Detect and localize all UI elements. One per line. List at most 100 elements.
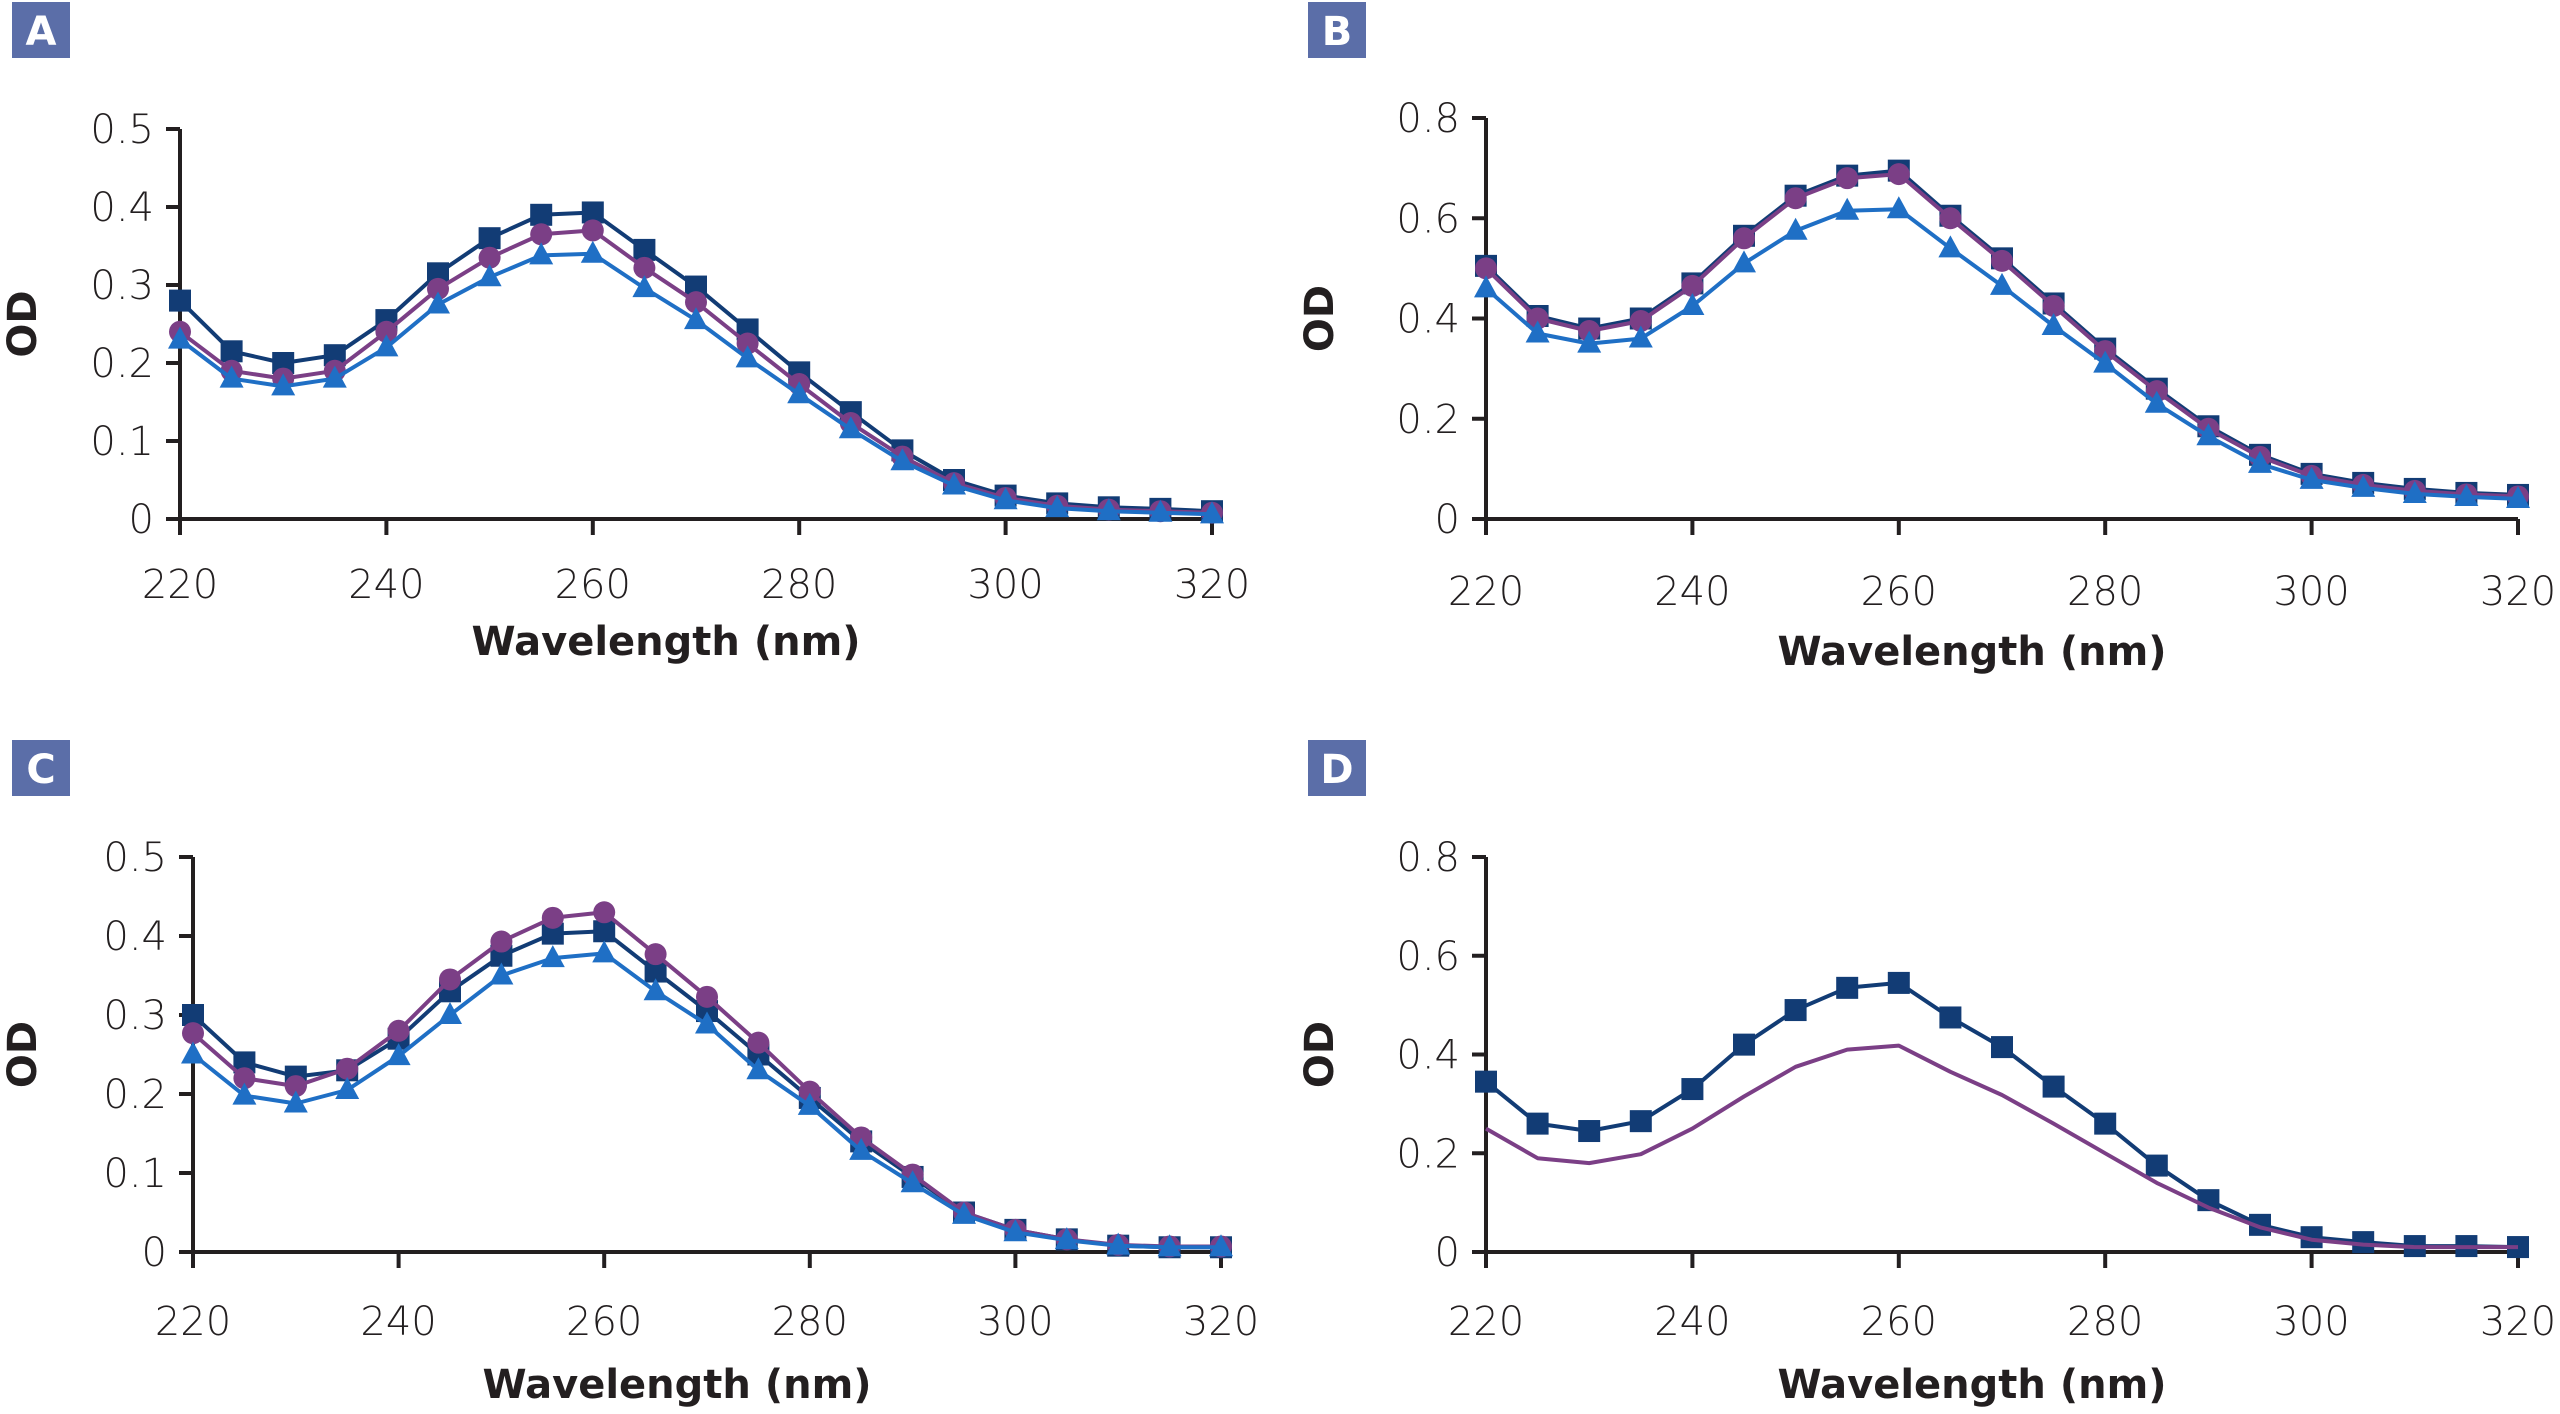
panel-badge	[12, 2, 70, 58]
panel-badge	[1308, 740, 1366, 796]
data-point-triangle	[271, 373, 296, 396]
x-tick-label: 300	[977, 1299, 1053, 1345]
series-line	[1485, 1043, 2518, 1250]
x-tick-label: 240	[1654, 569, 1730, 615]
data-point-triangle	[1474, 275, 1498, 298]
data-point-triangle	[1886, 196, 1911, 219]
data-point-triangle	[1003, 1219, 1028, 1242]
data-point-triangle	[1200, 501, 1224, 524]
panel-c: C 0 0.1 0.2 0.3 0.4 0.5 220 240 260 280 300 320 Wavel…	[0, 740, 1259, 1408]
data-point-square	[220, 340, 243, 363]
data-point-square	[2042, 1075, 2065, 1098]
x-tick-label: 320	[1183, 1299, 1259, 1345]
data-point-square	[2145, 1154, 2168, 1177]
data-point-square	[581, 201, 604, 224]
series-triangle	[168, 240, 1224, 524]
data-point-triangle	[952, 1201, 976, 1224]
y-tick-label: 0.8	[1396, 835, 1460, 881]
data-point-square	[2300, 1226, 2323, 1249]
x-tick-label: 220	[1448, 569, 1524, 615]
data-point-square	[685, 275, 707, 298]
data-point-circle	[798, 1080, 821, 1103]
data-point-triangle	[426, 291, 450, 314]
data-point-triangle	[643, 978, 668, 1001]
y-tick-label: 0.6	[1396, 196, 1460, 242]
data-point-triangle	[232, 1082, 257, 1105]
x-tick-label: 260	[566, 1299, 642, 1345]
data-point-triangle	[735, 345, 760, 368]
x-tick-label: 300	[967, 562, 1043, 608]
data-point-circle	[593, 901, 616, 924]
data-point-triangle	[797, 1092, 822, 1115]
data-point-circle	[530, 223, 553, 246]
data-point-triangle	[1148, 499, 1173, 522]
data-point-triangle	[1106, 1232, 1131, 1255]
y-tick-label: 0.5	[103, 835, 167, 881]
series-triangle	[1474, 196, 2530, 508]
data-point-square	[1733, 1033, 1755, 1056]
x-tick-label: 280	[772, 1299, 848, 1345]
data-point-square	[1836, 976, 1859, 999]
data-point-triangle	[2041, 313, 2066, 336]
y-axis-title: OD	[1297, 1021, 1343, 1088]
series-square	[1475, 159, 2529, 506]
data-point-square	[633, 238, 656, 261]
data-point-square	[1475, 1070, 1497, 1093]
data-point-triangle	[2144, 390, 2169, 413]
series-square	[182, 920, 1232, 1259]
data-point-square	[272, 352, 295, 374]
data-point-circle	[375, 320, 398, 343]
data-point-square	[1784, 999, 1807, 1022]
y-tick-label: 0.2	[1396, 1131, 1460, 1177]
data-point-square	[182, 1004, 204, 1026]
data-point-triangle	[283, 1090, 308, 1113]
y-tick-label: 0	[1435, 497, 1460, 543]
x-tick-label: 280	[2067, 569, 2143, 615]
data-point-triangle	[993, 487, 1018, 510]
data-point-square	[1939, 1006, 1962, 1029]
data-point-triangle	[1209, 1234, 1233, 1257]
data-point-triangle	[386, 1043, 411, 1066]
y-axis-title: OD	[0, 1021, 46, 1088]
x-tick-label: 260	[555, 562, 631, 608]
x-tick-label: 240	[1654, 1299, 1730, 1345]
x-tick-label: 320	[2480, 569, 2556, 615]
data-point-triangle	[849, 1137, 874, 1160]
panel-label: D	[1320, 747, 1353, 793]
data-point-triangle	[489, 962, 514, 985]
data-point-circle	[336, 1057, 359, 1080]
data-point-square	[1578, 1120, 1601, 1143]
x-tick-label: 320	[2480, 1299, 2556, 1345]
x-tick-label: 300	[2273, 1299, 2349, 1345]
data-point-circle	[696, 985, 718, 1008]
x-tick-label: 220	[155, 1299, 231, 1345]
data-point-triangle	[2506, 485, 2530, 508]
data-point-triangle	[942, 472, 966, 495]
data-point-triangle	[1990, 272, 2014, 295]
data-point-square	[2352, 1231, 2375, 1254]
data-point-circle	[233, 1067, 256, 1090]
data-point-triangle	[168, 326, 192, 349]
data-point-square	[478, 227, 501, 250]
data-point-circle	[747, 1031, 770, 1054]
y-tick-label: 0.3	[90, 263, 154, 309]
data-point-circle	[1836, 167, 1859, 190]
x-tick-label: 240	[360, 1299, 436, 1345]
data-point-circle	[1526, 307, 1549, 330]
data-point-triangle	[746, 1057, 771, 1080]
x-tick-label: 280	[761, 562, 837, 608]
data-point-circle	[490, 930, 513, 953]
y-tick-label: 0.2	[90, 341, 154, 387]
data-point-triangle	[219, 365, 244, 388]
panel-label: C	[26, 747, 55, 793]
data-point-square	[530, 203, 553, 226]
data-point-triangle	[529, 242, 554, 265]
data-point-square	[644, 960, 667, 983]
panel-badge	[1308, 2, 1366, 58]
data-point-triangle	[2248, 450, 2272, 473]
panel-badge	[12, 740, 70, 796]
x-tick-label: 320	[1174, 562, 1250, 608]
data-point-triangle	[1732, 250, 1756, 273]
data-point-triangle	[1525, 320, 1550, 343]
